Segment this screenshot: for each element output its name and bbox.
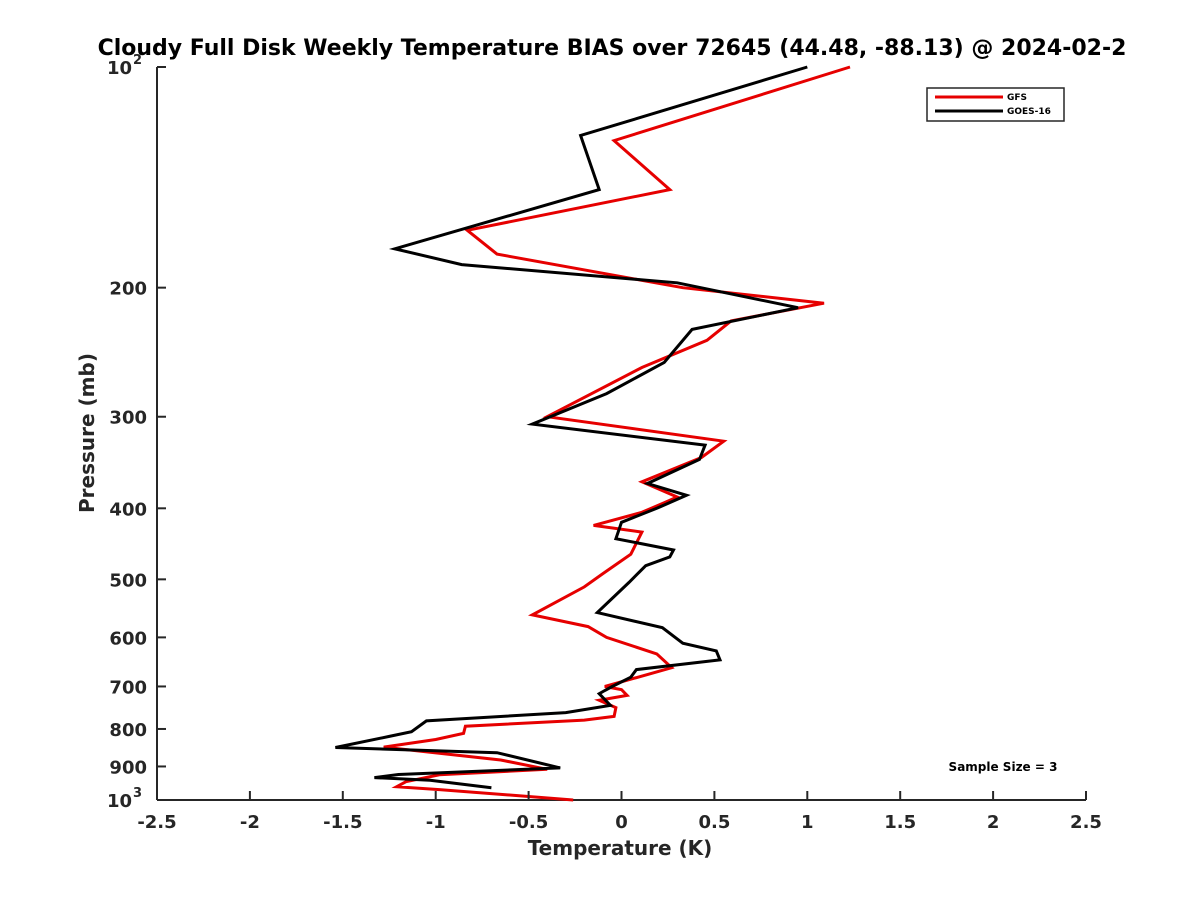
y-tick-label: 600 [109, 628, 147, 649]
series-line-goes-16 [335, 65, 808, 790]
chart-title: Cloudy Full Disk Weekly Temperature BIAS… [98, 36, 1127, 61]
legend-box [926, 87, 1065, 122]
y-tick-exponent: 2 [133, 53, 142, 68]
x-tick-label: 0.5 [698, 812, 730, 833]
y-tick-label: 200 [109, 279, 147, 300]
y-tick-label-power: 10 [107, 58, 132, 79]
y-tick-exponent: 3 [133, 786, 142, 801]
sample-size-annotation: Sample Size = 3 [949, 760, 1058, 774]
y-tick-label: 800 [109, 720, 147, 741]
y-tick-label: 900 [109, 757, 147, 778]
y-tick-label: 500 [109, 570, 147, 591]
x-axis-label: Temperature (K) [528, 836, 713, 860]
x-tick-label: 1.5 [884, 812, 916, 833]
legend-label: GOES-16 [1007, 107, 1051, 117]
x-tick-label: -2.5 [137, 812, 176, 833]
legend: GFS GOES-16 [926, 87, 1065, 122]
series-line-gfs [383, 65, 851, 802]
y-axis-label: Pressure (mb) [75, 353, 99, 513]
x-tick-label: -2 [240, 812, 260, 833]
x-tick-label: -0.5 [509, 812, 548, 833]
y-tick-label: 400 [109, 499, 147, 520]
y-tick-label-power: 10 [107, 791, 132, 812]
x-tick-label: 1 [801, 812, 814, 833]
y-tick-label: 300 [109, 408, 147, 429]
x-tick-label: 2 [987, 812, 1000, 833]
y-tick-label: 700 [109, 677, 147, 698]
legend-label: GFS [1007, 93, 1027, 103]
x-tick-label: -1.5 [323, 812, 362, 833]
x-tick-label: 0 [615, 812, 628, 833]
x-tick-label: -1 [426, 812, 446, 833]
x-tick-label: 2.5 [1070, 812, 1102, 833]
